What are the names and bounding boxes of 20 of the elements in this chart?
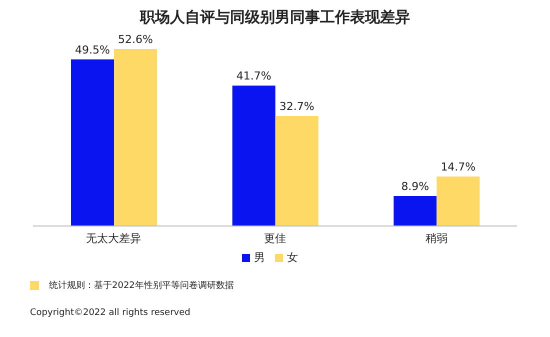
data-label: 32.7% (279, 100, 314, 113)
data-label: 49.5% (75, 43, 110, 56)
legend-label: 男 (254, 251, 265, 264)
data-label: 14.7% (440, 160, 476, 174)
bar (394, 196, 437, 226)
bar (436, 176, 480, 226)
x-tick-label: 更佳 (264, 232, 286, 245)
x-tick-label: 稍弱 (425, 232, 448, 245)
bar (114, 49, 157, 226)
x-tick-label: 无太大差异 (86, 232, 142, 245)
bar (275, 116, 318, 226)
data-label: 41.7% (236, 70, 272, 83)
chart-title: 职场人自评与同级别男同事工作表现差异 (138, 8, 411, 27)
bar (71, 59, 114, 226)
data-label: 8.9% (401, 180, 430, 194)
bar (232, 86, 276, 226)
text: 统计规则：基于2022年性别平等问卷调研数据 (49, 280, 234, 292)
text: Copyright©2022 all rights reserved (30, 308, 190, 318)
data-label: 52.6% (118, 33, 153, 46)
legend-label: 女 (287, 251, 298, 264)
